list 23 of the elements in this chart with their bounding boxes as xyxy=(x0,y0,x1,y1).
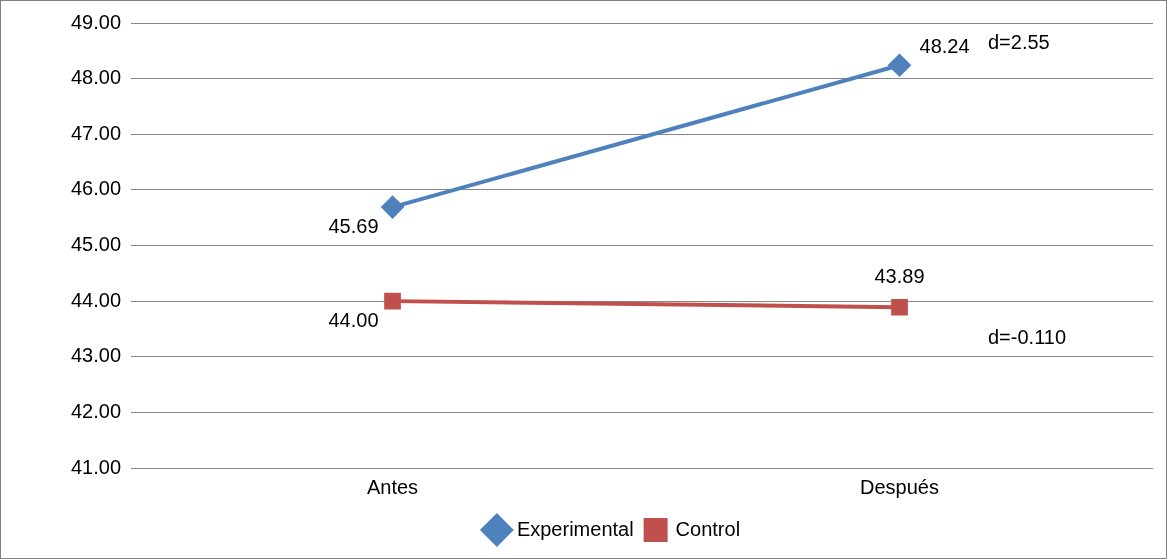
y-tick-label: 43.00 xyxy=(70,344,122,367)
annotation: d=-0.110 xyxy=(988,325,1067,348)
y-tick-label: 48.00 xyxy=(70,66,122,89)
data-label: 48.24 xyxy=(919,34,970,57)
y-tick-label: 45.00 xyxy=(70,233,122,256)
y-tick-label: 49.00 xyxy=(70,10,122,33)
data-label: 44.00 xyxy=(328,308,379,331)
y-tick-label: 42.00 xyxy=(70,399,122,422)
y-tick-label: 46.00 xyxy=(70,177,122,200)
point xyxy=(384,292,401,310)
y-tick-label: 44.00 xyxy=(70,288,122,311)
point xyxy=(891,298,908,316)
point xyxy=(381,196,404,219)
y-tick-label: 41.00 xyxy=(70,455,122,478)
legend-label: Experimental xyxy=(516,517,634,540)
data-label: 43.89 xyxy=(874,264,925,287)
x-tick-label: Antes xyxy=(366,475,419,498)
x-tick-label: Después xyxy=(860,475,939,498)
annotation: d=2.55 xyxy=(988,30,1050,53)
point xyxy=(888,54,911,77)
data-label: 45.69 xyxy=(328,214,379,237)
legend-label: Control xyxy=(675,517,741,540)
y-tick-label: 47.00 xyxy=(70,121,122,144)
